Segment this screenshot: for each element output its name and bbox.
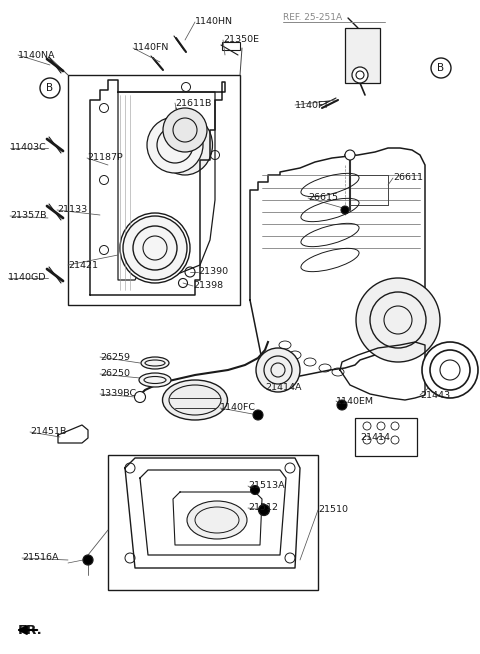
Circle shape <box>341 206 349 214</box>
Text: REF. 25-251A: REF. 25-251A <box>283 14 342 22</box>
Text: 21390: 21390 <box>198 267 228 277</box>
Circle shape <box>345 150 355 160</box>
Text: 21398: 21398 <box>193 281 223 290</box>
Text: FR.: FR. <box>18 623 43 636</box>
Text: 1140FC: 1140FC <box>220 404 256 413</box>
Circle shape <box>356 278 440 362</box>
Text: 1140NA: 1140NA <box>18 50 56 60</box>
Bar <box>108 455 318 590</box>
Circle shape <box>352 67 368 83</box>
Text: 1140EM: 1140EM <box>336 396 374 405</box>
Circle shape <box>40 78 60 98</box>
Text: 21357B: 21357B <box>10 211 47 220</box>
Text: 11403C: 11403C <box>10 143 47 152</box>
Ellipse shape <box>157 115 213 175</box>
Text: 21421: 21421 <box>68 260 98 269</box>
Text: 26259: 26259 <box>100 353 130 362</box>
Text: 21443: 21443 <box>420 390 450 400</box>
Text: 1140FN: 1140FN <box>133 44 169 52</box>
Ellipse shape <box>141 357 169 369</box>
Text: 21611B: 21611B <box>175 99 211 107</box>
Circle shape <box>251 485 260 494</box>
Text: 21451B: 21451B <box>30 428 66 436</box>
Text: 21133: 21133 <box>57 205 87 215</box>
Text: 21516A: 21516A <box>22 553 59 562</box>
Circle shape <box>120 213 190 283</box>
Bar <box>345 28 380 83</box>
Text: B: B <box>437 63 444 73</box>
Text: 21513A: 21513A <box>248 481 285 490</box>
Bar <box>68 75 240 305</box>
Text: B: B <box>47 83 54 93</box>
Text: 21512: 21512 <box>248 504 278 513</box>
Bar <box>355 418 417 456</box>
Text: 21350E: 21350E <box>223 35 259 44</box>
Circle shape <box>163 108 207 152</box>
Circle shape <box>256 348 300 392</box>
Text: 1140HN: 1140HN <box>195 18 233 27</box>
Circle shape <box>337 400 347 410</box>
Ellipse shape <box>187 501 247 539</box>
Circle shape <box>123 216 187 280</box>
Circle shape <box>422 342 478 398</box>
Text: 1140GD: 1140GD <box>8 273 47 283</box>
Text: 26250: 26250 <box>100 370 130 379</box>
Text: 21187P: 21187P <box>87 154 123 162</box>
Circle shape <box>134 392 145 402</box>
Circle shape <box>147 117 203 173</box>
Text: 21414A: 21414A <box>265 383 301 392</box>
Text: 21414: 21414 <box>360 434 390 443</box>
Circle shape <box>83 555 93 565</box>
Bar <box>222 42 240 50</box>
Text: 26615: 26615 <box>308 194 338 203</box>
Circle shape <box>431 58 451 78</box>
Circle shape <box>253 410 263 420</box>
Circle shape <box>259 504 269 515</box>
Ellipse shape <box>163 380 228 420</box>
Ellipse shape <box>139 373 171 387</box>
Text: 21510: 21510 <box>318 506 348 515</box>
Text: 26611: 26611 <box>393 173 423 182</box>
Text: 1339BC: 1339BC <box>100 390 137 398</box>
Text: 1140FT: 1140FT <box>295 101 330 109</box>
